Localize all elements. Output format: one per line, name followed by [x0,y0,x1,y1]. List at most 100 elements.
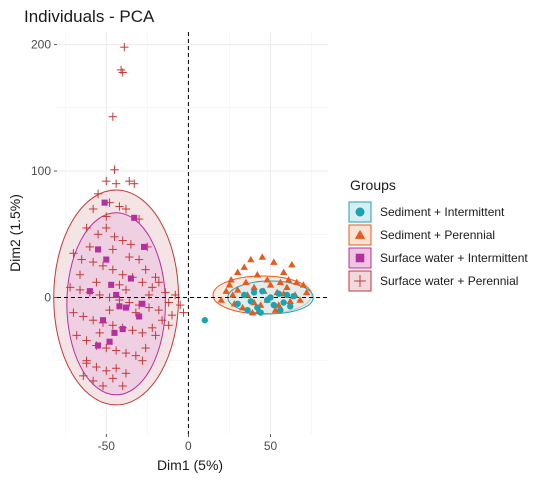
point-plus-75 [134,255,144,264]
point-plus-72 [118,381,127,391]
x-axis-ticks: -50 0 50 [98,434,278,453]
legend-item: Sediment + Intermittent [348,201,505,223]
point-plus-84 [105,305,114,315]
legend-symbol [355,253,365,263]
point-square-10 [95,342,102,349]
point-plus-86 [131,308,140,317]
legend-label: Surface water + Perennial [380,274,518,288]
point-triangle-38 [284,276,293,283]
point-plus-7 [125,177,134,186]
point-plus-44 [171,290,180,300]
legend-title: Groups [350,177,396,193]
point-circle-10 [280,299,287,306]
point-plus-51 [128,326,137,335]
point-square-4 [108,281,115,288]
point-triangle-0 [217,296,225,303]
point-plus-69 [88,376,98,386]
point-plus-64 [92,362,101,372]
point-triangle-28 [288,260,296,268]
legend-item: Sediment + Perennial [348,224,495,246]
point-plus-83 [92,278,101,287]
point-plus-54 [157,316,167,325]
point-plus-19 [118,236,127,245]
point-plus-12 [115,202,124,211]
point-triangle-6 [233,286,242,293]
point-plus-66 [111,364,121,373]
point-plus-87 [144,290,154,300]
point-plus-74 [75,270,85,279]
point-plus-32 [65,283,75,292]
point-square-13 [127,275,134,282]
point-plus-65 [102,366,111,375]
point-plus-45 [69,308,78,317]
point-plus-8 [130,179,139,188]
point-triangle-32 [299,281,308,288]
point-plus-20 [126,240,136,249]
point-triangle-26 [283,283,291,291]
point-plus-76 [141,265,150,274]
point-plus-90 [121,285,131,295]
point-plus-22 [69,249,78,258]
point-triangle-27 [286,297,294,305]
point-plus-13 [121,204,131,214]
point-plus-77 [102,212,111,221]
point-plus-38 [125,298,134,307]
point-plus-5 [102,177,111,186]
point-circle-5 [259,287,266,295]
legend-symbol [354,275,366,287]
point-square-11 [119,326,126,333]
point-square-15 [103,256,110,263]
point-plus-40 [144,303,154,312]
point-plus-60 [121,348,131,358]
point-square-5 [113,291,120,298]
legend-label: Surface water + Intermittent [380,251,528,265]
point-plus-9 [93,189,103,198]
y-tick-label: 0 [44,290,51,304]
point-triangle-30 [293,278,301,286]
point-plus-3 [108,112,118,121]
point-plus-10 [88,204,98,214]
point-triangle-19 [266,281,275,288]
legend-label: Sediment + Perennial [380,228,495,242]
point-plus-26 [108,265,118,274]
point-circle-16 [250,289,258,296]
point-plus-68 [79,371,88,381]
x-tick-label: -50 [98,439,116,453]
point-plus-73 [82,359,91,368]
point-triangle-22 [275,301,283,308]
point-plus-29 [138,278,147,287]
point-plus-37 [115,295,124,305]
legend: Groups Sediment + Intermittent Sediment +… [348,177,528,292]
y-tick-label: 200 [31,38,51,52]
point-circle-8 [270,301,277,309]
point-triangle-10 [247,255,255,263]
point-plus-52 [138,328,147,338]
ellipse-series-3 [66,212,166,396]
point-plus-2 [118,68,127,77]
point-plus-49 [108,321,118,330]
point-square-12 [136,313,143,320]
point-plus-93 [164,321,173,330]
point-circle-9 [275,290,282,297]
x-tick-label: 0 [185,439,192,453]
point-plus-71 [108,374,118,383]
point-triangle-7 [238,303,247,311]
point-plus-61 [131,351,140,360]
point-square-6 [116,303,123,310]
y-tick-label: 100 [31,164,51,178]
point-plus-15 [82,223,91,233]
point-square-14 [86,288,93,295]
point-square-16 [139,300,146,307]
point-plus-18 [110,232,119,241]
point-circle-15 [290,293,297,300]
point-plus-41 [154,305,163,315]
point-triangle-37 [271,306,280,313]
point-triangle-20 [270,258,278,265]
point-plus-55 [72,331,81,340]
legend-item: Surface water + Intermittent [348,247,528,269]
point-square-0 [101,199,108,206]
point-plus-79 [125,252,134,262]
legend-label: Sediment + Intermittent [380,205,505,219]
point-plus-78 [85,242,95,252]
point-triangle-1 [222,287,230,294]
